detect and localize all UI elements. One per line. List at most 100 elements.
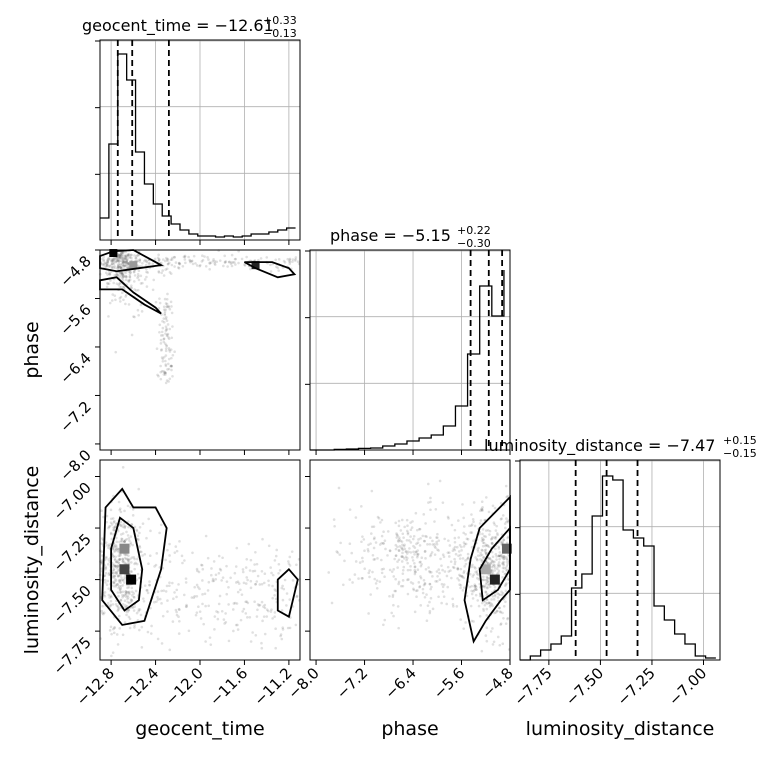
scatter-point: [274, 627, 277, 630]
scatter-point: [388, 549, 392, 552]
scatter-point: [169, 300, 173, 304]
scatter-point: [167, 337, 171, 341]
scatter-point: [396, 534, 399, 538]
scatter-point: [276, 266, 280, 270]
scatter-point: [125, 604, 129, 608]
scatter-point: [116, 569, 120, 572]
scatter-point: [106, 281, 109, 285]
scatter-point: [492, 521, 496, 525]
scatter-point: [490, 598, 493, 601]
scatter-point: [233, 257, 237, 261]
scatter-point: [116, 565, 120, 568]
scatter-point: [116, 259, 120, 263]
scatter-point: [275, 548, 279, 552]
scatter-point: [503, 557, 506, 560]
scatter-point: [151, 262, 155, 266]
scatter-point: [107, 546, 110, 550]
scatter-point: [120, 257, 123, 261]
scatter-point: [108, 524, 112, 528]
scatter-point: [338, 553, 342, 556]
scatter-point: [480, 536, 484, 540]
scatter-point: [116, 549, 119, 553]
scatter-point: [136, 254, 139, 257]
scatter-point: [147, 517, 150, 521]
scatter-point: [234, 257, 237, 261]
scatter-point: [368, 569, 371, 572]
scatter-point: [114, 260, 118, 263]
scatter-point: [110, 517, 113, 521]
scatter-point: [196, 569, 199, 573]
scatter-point: [256, 574, 260, 578]
scatter-point: [164, 363, 167, 366]
scatter-point: [119, 524, 123, 528]
scatter-point: [114, 579, 118, 582]
scatter-point: [230, 253, 234, 257]
scatter-point: [128, 275, 132, 279]
scatter-point: [133, 525, 137, 529]
scatter-point: [454, 552, 458, 556]
scatter-point: [114, 525, 117, 528]
scatter-point: [177, 615, 180, 619]
scatter-point: [223, 260, 227, 264]
scatter-point: [157, 374, 160, 378]
scatter-point: [447, 570, 451, 573]
scatter-point: [177, 261, 181, 265]
scatter-point: [138, 525, 142, 529]
scatter-point: [137, 274, 140, 278]
scatter-point: [496, 532, 499, 535]
scatter-point: [107, 573, 111, 576]
scatter-point: [400, 540, 404, 543]
scatter-point: [396, 560, 399, 563]
scatter-point: [160, 271, 163, 275]
scatter-point: [406, 556, 409, 560]
scatter-point: [255, 615, 259, 618]
scatter-point: [476, 554, 480, 557]
scatter-point: [485, 583, 488, 586]
scatter-point: [411, 582, 415, 585]
scatter-point: [114, 565, 117, 568]
scatter-point: [112, 555, 115, 558]
scatter-point: [416, 554, 419, 557]
scatter-point: [130, 253, 133, 257]
scatter-point: [471, 597, 475, 600]
scatter-point: [197, 570, 201, 574]
scatter-point: [117, 586, 120, 590]
scatter-point: [121, 593, 124, 597]
x-tick-label: −12.0: [162, 664, 207, 709]
scatter-point: [397, 558, 401, 562]
scatter-point: [476, 558, 479, 562]
scatter-point: [116, 259, 120, 262]
scatter-point: [396, 539, 400, 542]
scatter-point: [233, 601, 237, 605]
scatter-point: [158, 531, 161, 535]
scatter-point: [125, 591, 129, 594]
scatter-point: [162, 308, 166, 311]
scatter-point: [112, 258, 115, 262]
scatter-point: [480, 560, 484, 563]
panel-phase-histogram: [305, 249, 511, 455]
scatter-point: [502, 555, 506, 558]
scatter-point: [100, 609, 104, 613]
scatter-point: [160, 369, 164, 373]
scatter-point: [267, 579, 270, 583]
scatter-point: [422, 513, 426, 516]
scatter-point: [106, 601, 110, 605]
scatter-point: [115, 566, 119, 570]
scatter-point: [137, 278, 141, 282]
scatter-point: [193, 585, 196, 589]
scatter-point: [470, 523, 474, 526]
scatter-point: [360, 540, 363, 544]
scatter-point: [505, 564, 509, 568]
scatter-point: [394, 543, 398, 547]
scatter-point: [121, 602, 125, 606]
scatter-point: [138, 628, 141, 632]
scatter-point: [466, 556, 470, 560]
scatter-point: [126, 534, 130, 537]
scatter-point: [195, 611, 199, 614]
scatter-point: [469, 531, 472, 534]
scatter-point: [155, 347, 159, 350]
scatter-point: [236, 623, 239, 627]
scatter-point: [505, 557, 509, 560]
scatter-point: [273, 615, 276, 618]
scatter-point: [269, 263, 272, 267]
